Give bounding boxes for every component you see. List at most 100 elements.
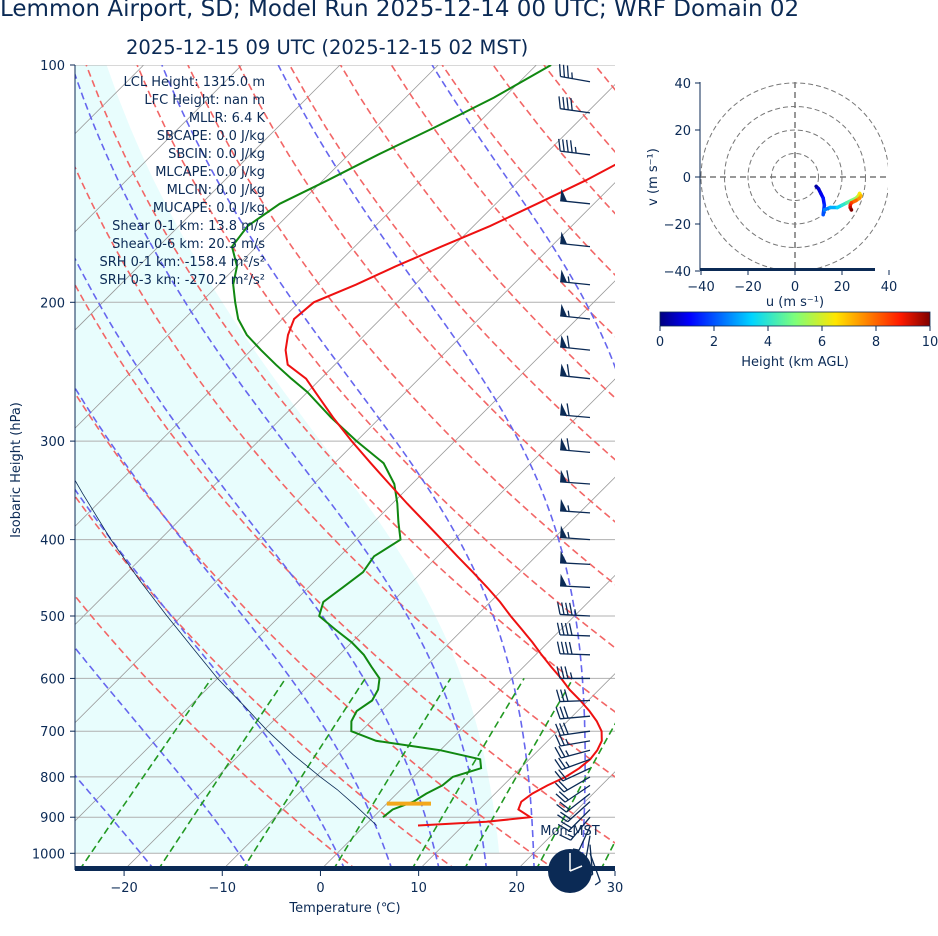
hodograph-x-tick-label: 0: [791, 280, 799, 295]
wind-barb: [557, 602, 591, 617]
wind-barb-half: [567, 505, 570, 512]
wind-barb-staff: [567, 801, 591, 823]
y-tick-label: 100: [40, 59, 65, 74]
wind-barb-staff: [576, 826, 591, 855]
moist-adiabats: [75, 65, 615, 870]
colorbar-label: Height (km AGL): [741, 355, 849, 370]
isotherm-line: [221, 476, 615, 870]
wind-barb-half: [572, 848, 580, 851]
wind-barb-feather: [555, 689, 561, 702]
wind-barb-feather: [566, 139, 569, 153]
mixing-ratio-line: [78, 677, 213, 870]
hodograph-y-tick-label: 20: [674, 124, 691, 139]
index-line: SRH 0-3 km: -270.2 m²/s²: [99, 273, 265, 288]
wind-barb-feather: [557, 814, 569, 823]
wind-barb-feather: [566, 403, 570, 416]
chart-title: Lemmon Airport, SD; Model Run 2025-12-14…: [0, 0, 800, 22]
y-tick-label: 300: [40, 435, 65, 450]
hodograph-x-tick-label: 40: [881, 280, 898, 295]
parcel-profile-line: [75, 479, 377, 826]
wind-barb-staff: [560, 315, 591, 320]
isotherm-line: [320, 574, 615, 870]
wind-barb-flag: [560, 437, 568, 451]
wind-barb-feather: [559, 801, 570, 811]
wind-barb-feather: [556, 641, 561, 654]
moist-adiabat: [75, 386, 393, 870]
wind-barb-feather: [559, 834, 572, 841]
isotherm-line: [418, 673, 615, 870]
y-tick-label: 800: [40, 771, 65, 786]
moist-adiabat: [75, 774, 156, 870]
mixing-ratio-line: [241, 677, 366, 870]
wind-barb-staff: [560, 75, 591, 83]
x-tick-label: 0: [316, 881, 324, 896]
dry-adiabat: [187, 65, 615, 586]
wind-barb-feather: [554, 758, 563, 770]
wind-barb-staff: [560, 585, 591, 589]
wind-barb: [558, 96, 591, 114]
wind-barb-feather: [558, 745, 566, 758]
wind-barb: [556, 793, 591, 813]
isotherm-lines: [75, 65, 615, 870]
wind-barb: [555, 722, 591, 737]
wind-barb-staff: [560, 730, 591, 737]
wind-barb-staff: [559, 699, 591, 703]
wind-barb-feather: [566, 364, 570, 377]
mixing-ratio-line: [463, 677, 574, 870]
wind-barb-feather: [556, 666, 561, 679]
wind-barb-staff: [563, 776, 591, 793]
moist-adiabat: [75, 488, 346, 870]
wind-barb-feather: [560, 811, 572, 820]
x-tick-label: −20: [110, 881, 137, 896]
dry-adiabat: [492, 65, 615, 215]
colorbar-tick-label: 10: [922, 335, 938, 350]
wind-barb-feather: [558, 757, 567, 769]
isotherm-line: [75, 182, 615, 724]
y-tick-label: 700: [40, 725, 65, 740]
wind-barb-feather: [558, 791, 569, 801]
wind-barb-feather: [566, 335, 570, 349]
moist-adiabat: [277, 65, 586, 870]
hodograph-ticks: −40 −20 0 20 40 −40 −20 0 20 40: [664, 77, 898, 295]
wind-barb-half: [567, 310, 570, 317]
wind-barb: [560, 573, 591, 589]
wind-barb-feather: [554, 770, 564, 782]
dry-adiabat: [85, 65, 615, 713]
wind-barb-staff: [568, 809, 591, 832]
wind-barb: [558, 64, 591, 83]
isotherm-line: [75, 83, 615, 626]
wind-barb-flag: [560, 498, 568, 512]
hodograph-x-tick-label: −20: [734, 280, 761, 295]
hodograph-y-tick-label: −40: [664, 265, 691, 280]
wind-barb: [560, 335, 591, 351]
wind-barb-staff: [560, 562, 591, 566]
dry-adiabat: [75, 594, 358, 870]
wind-barb-feather: [558, 769, 567, 780]
wind-barb-flag: [560, 525, 568, 538]
wind-barb-flag: [560, 188, 568, 202]
wind-barb-feather: [558, 733, 565, 746]
isotherm-line: [516, 771, 615, 870]
wind-barb-staff: [560, 108, 591, 114]
wind-barb-staff: [565, 793, 591, 813]
wind-barb-half: [565, 750, 570, 757]
wind-barb-half: [567, 833, 574, 838]
hodograph-y-tick-label: −20: [664, 218, 691, 233]
wind-barb-flag: [560, 573, 568, 587]
wind-barb-staff: [560, 715, 591, 720]
wind-barb: [554, 776, 591, 793]
wind-barb: [556, 666, 590, 680]
isotherm-line: [75, 65, 341, 331]
wind-barb-staff: [560, 740, 591, 747]
wind-barb-feather: [564, 666, 569, 679]
x-tick-label: −10: [209, 881, 236, 896]
dewpoint-line: [230, 65, 552, 818]
wind-barb-half: [569, 672, 573, 679]
clock-icon: [548, 849, 592, 893]
wind-barb: [558, 138, 591, 156]
y-tick-label: 500: [40, 610, 65, 625]
dry-adiabat: [75, 165, 615, 778]
wind-barb-feather: [563, 706, 569, 719]
index-line: Shear 0-6 km: 20.3 m/s: [112, 237, 265, 252]
x-tick-label: 30: [607, 881, 624, 896]
